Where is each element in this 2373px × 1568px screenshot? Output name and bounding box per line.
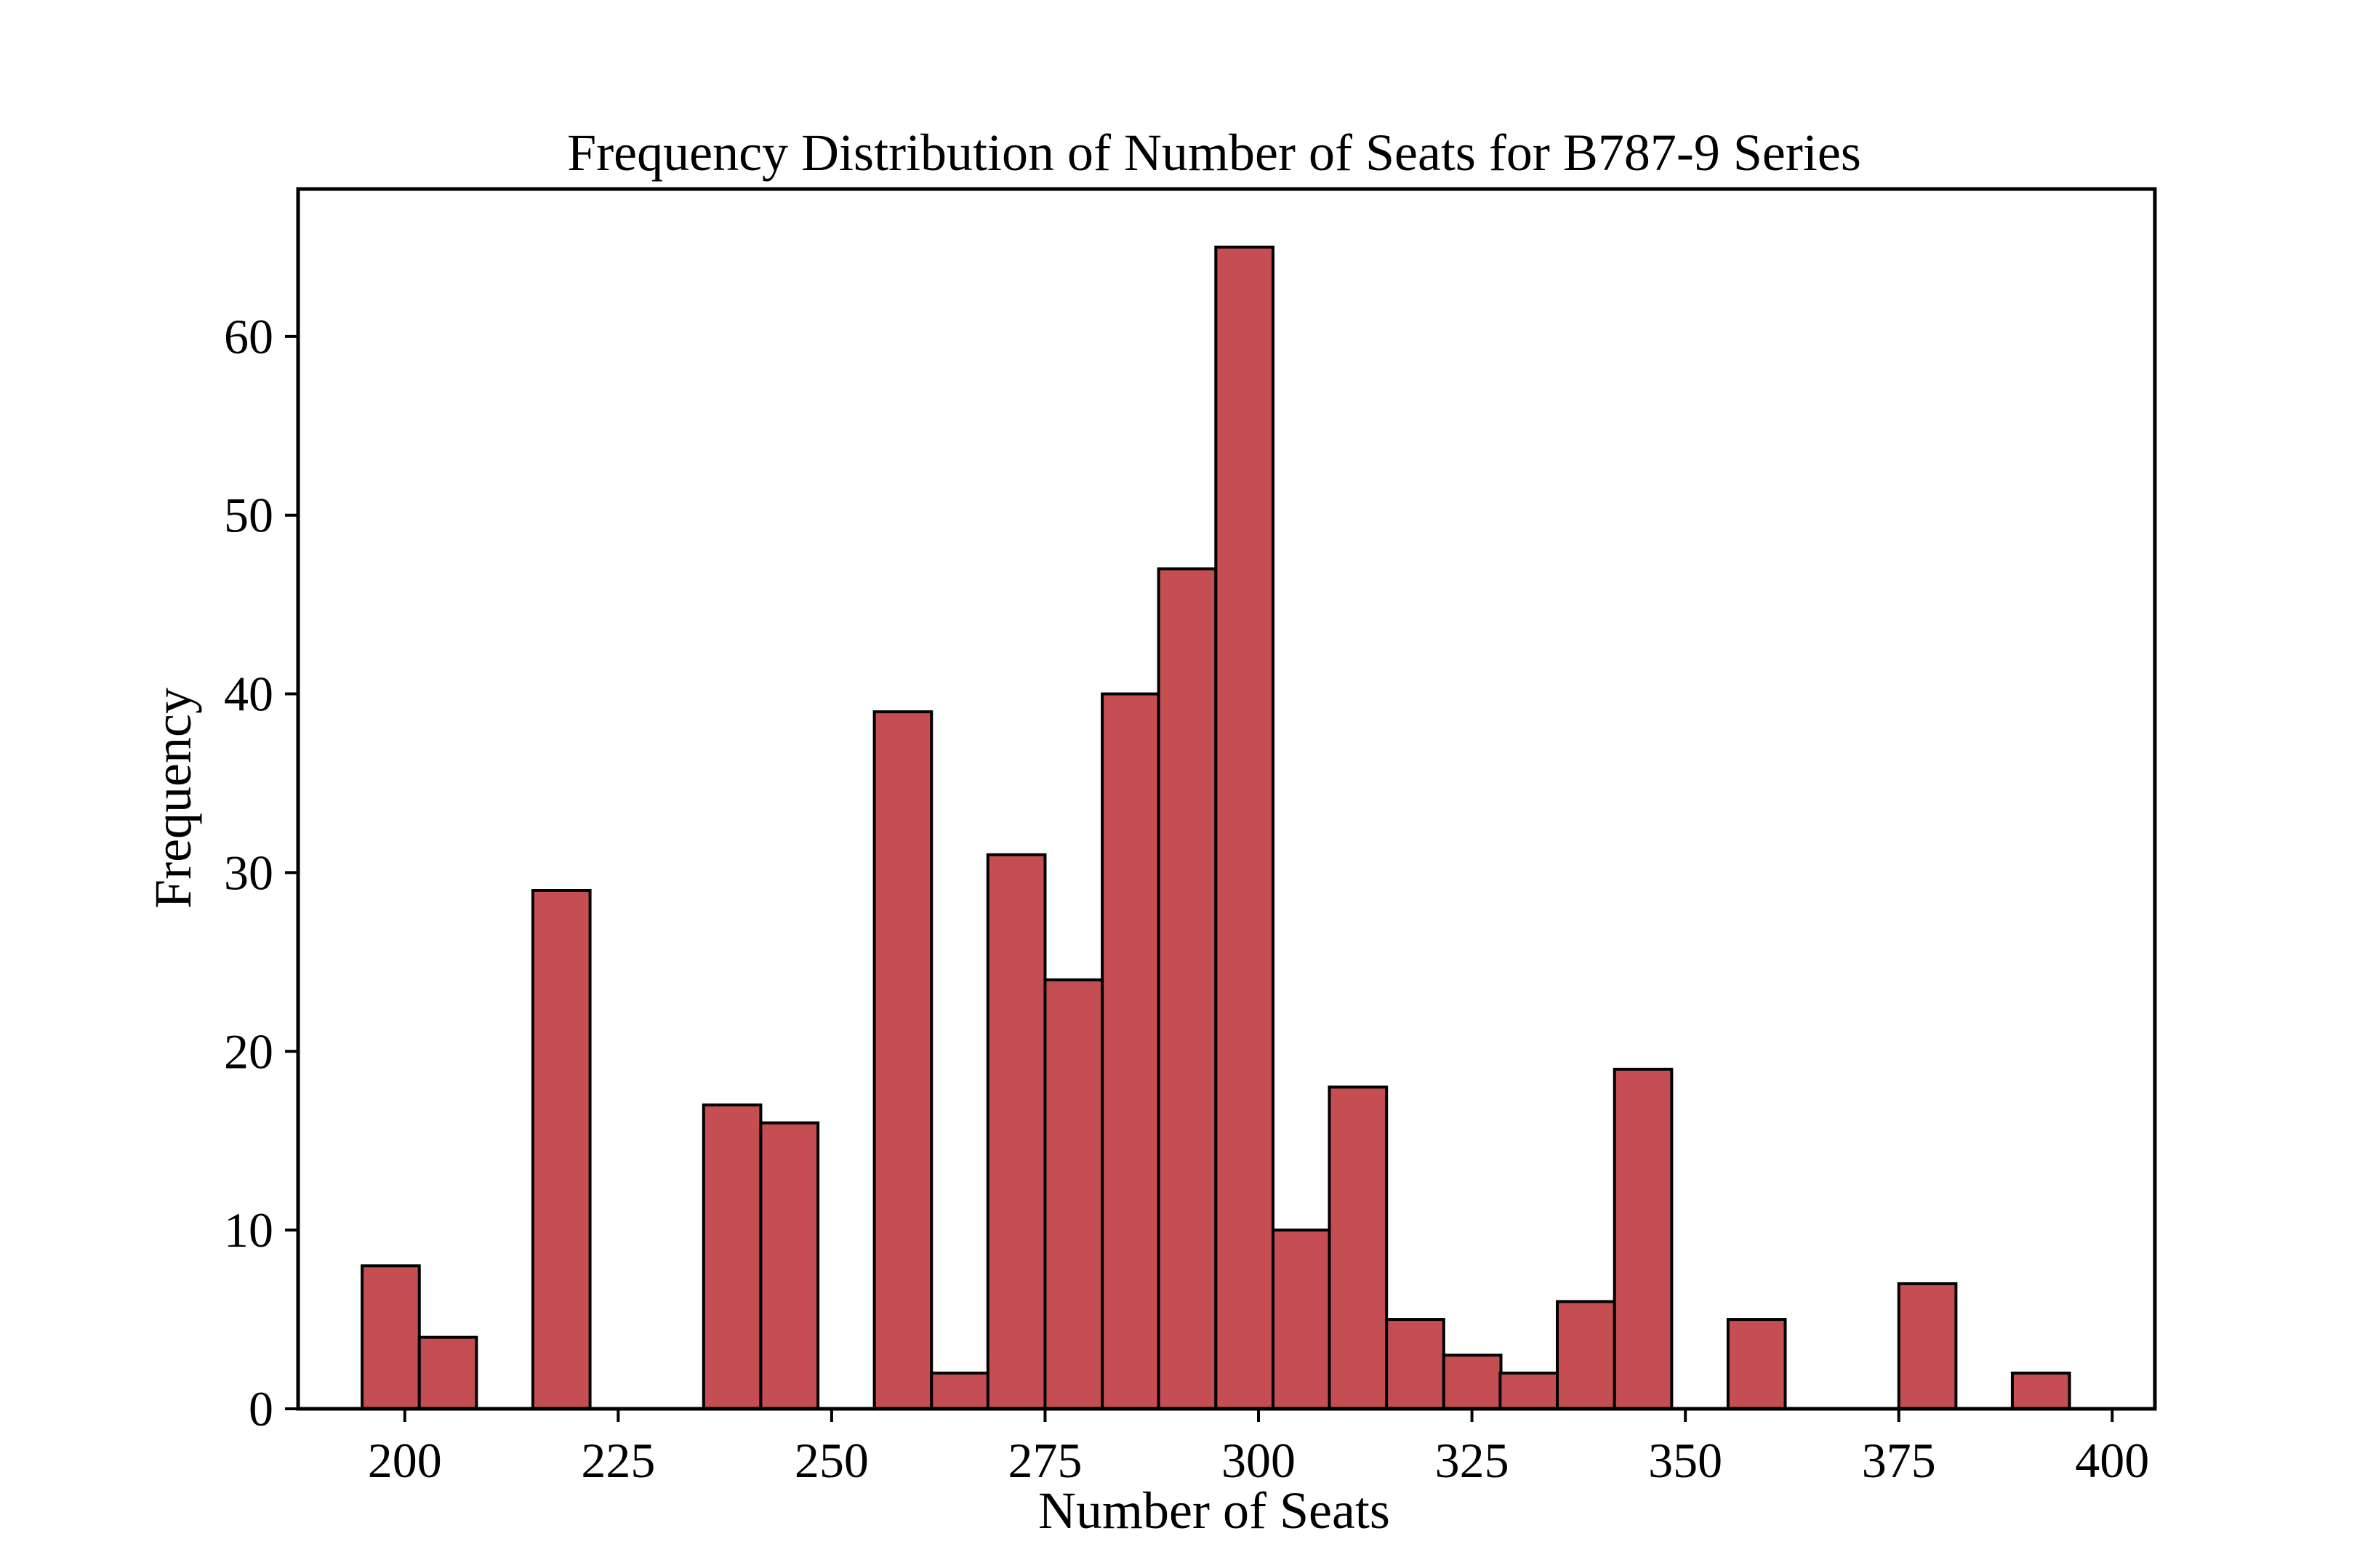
x-tick-label: 250 — [795, 1433, 869, 1488]
plot-frame — [296, 187, 2157, 1411]
chart-title: Frequency Distribution of Number of Seat… — [567, 124, 1861, 182]
histogram-bar — [2010, 1371, 2071, 1411]
x-tick-label: 200 — [368, 1433, 442, 1488]
y-tick-label: 0 — [249, 1381, 273, 1436]
histogram-bar — [702, 1103, 763, 1410]
y-tick-label: 60 — [224, 309, 273, 364]
y-tick-label: 10 — [224, 1202, 273, 1258]
x-tick-label: 325 — [1435, 1433, 1509, 1488]
x-tick-label: 400 — [2075, 1433, 2149, 1488]
y-tick-label: 50 — [224, 488, 273, 543]
histogram-bar — [1214, 245, 1274, 1410]
histogram-bar — [986, 853, 1047, 1411]
histogram-bar — [1157, 567, 1218, 1410]
y-axis-ticks: 0 10 20 30 40 50 60 — [224, 309, 298, 1436]
histogram-bar — [1328, 1085, 1389, 1410]
histogram-bar — [1726, 1318, 1787, 1410]
bars-group — [361, 245, 2071, 1411]
histogram-bar — [361, 1264, 421, 1411]
y-tick-label: 20 — [224, 1024, 273, 1079]
histogram-bar — [531, 889, 592, 1410]
x-tick-label: 350 — [1648, 1433, 1722, 1488]
histogram-bar — [1043, 978, 1104, 1410]
histogram-bar — [1442, 1354, 1503, 1410]
x-axis-label: Number of Seats — [1038, 1481, 1390, 1540]
x-tick-label: 300 — [1221, 1433, 1296, 1488]
x-tick-label: 275 — [1008, 1433, 1082, 1488]
histogram-bar — [1613, 1067, 1674, 1411]
histogram-bar — [872, 710, 933, 1410]
histogram-bar — [1498, 1371, 1559, 1411]
x-tick-label: 225 — [581, 1433, 655, 1488]
x-axis-ticks: 200 225 250 275 300 325 350 375 400 — [368, 1409, 2149, 1488]
histogram-bar — [1101, 692, 1161, 1410]
histogram-bar — [1897, 1282, 1958, 1411]
histogram-bar — [759, 1121, 820, 1410]
y-tick-label: 40 — [224, 667, 273, 722]
histogram-bar — [1271, 1229, 1332, 1410]
x-tick-label: 375 — [1862, 1433, 1936, 1488]
histogram-bar — [930, 1371, 990, 1411]
y-tick-label: 30 — [224, 845, 273, 900]
histogram-bar — [1556, 1300, 1616, 1410]
histogram-bar — [417, 1335, 478, 1410]
y-axis-label: Frequency — [144, 688, 202, 909]
histogram-bar — [1385, 1318, 1445, 1410]
